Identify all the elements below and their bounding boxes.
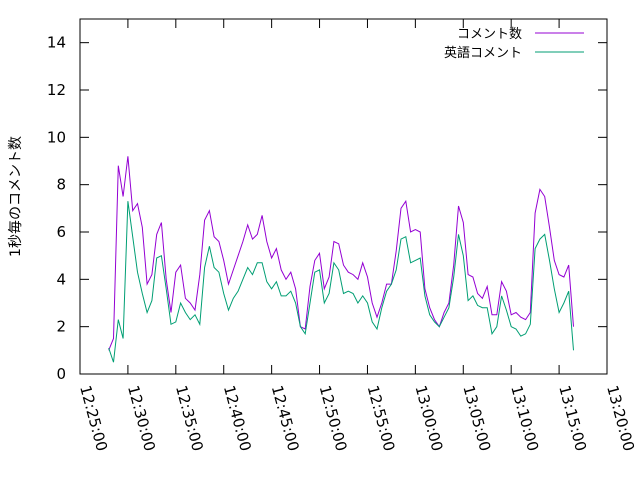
x-tick-label: 12:50:00 (316, 383, 351, 453)
x-tick-label: 13:00:00 (411, 383, 446, 453)
x-tick-label: 13:20:00 (603, 383, 638, 453)
y-tick-label: 0 (56, 365, 66, 383)
y-axis-ticks: 0 2 4 6 8 10 12 14 (47, 34, 607, 383)
y-tick-label: 14 (47, 34, 66, 52)
series-layer (108, 156, 574, 363)
series-line-2 (108, 201, 574, 363)
y-tick-label: 10 (47, 128, 66, 146)
x-tick-label: 12:45:00 (268, 383, 303, 453)
x-tick-label: 13:05:00 (459, 383, 494, 453)
x-tick-label: 13:10:00 (507, 383, 542, 453)
legend-label: 英語コメント (444, 45, 522, 61)
x-tick-label: 12:40:00 (220, 383, 255, 453)
series-line-1 (108, 156, 574, 351)
legend-label: コメント数 (457, 27, 522, 42)
y-tick-label: 4 (56, 270, 66, 288)
x-tick-label: 12:30:00 (124, 383, 159, 453)
y-axis-title: 1秒毎のコメント数 (8, 136, 24, 257)
x-axis-ticks: 12:25:00 12:30:00 12:35:00 12:40:00 12:45:00… (76, 19, 638, 453)
y-tick-label: 8 (56, 176, 66, 194)
y-tick-label: 2 (56, 318, 66, 336)
plot-frame (79, 18, 608, 375)
x-tick-label: 12:55:00 (364, 383, 399, 453)
x-tick-label: 12:25:00 (76, 383, 111, 453)
y-tick-label: 6 (56, 223, 66, 241)
y-tick-label: 12 (47, 81, 66, 99)
x-tick-label: 12:35:00 (172, 383, 207, 453)
x-tick-label: 13:15:00 (555, 383, 590, 453)
